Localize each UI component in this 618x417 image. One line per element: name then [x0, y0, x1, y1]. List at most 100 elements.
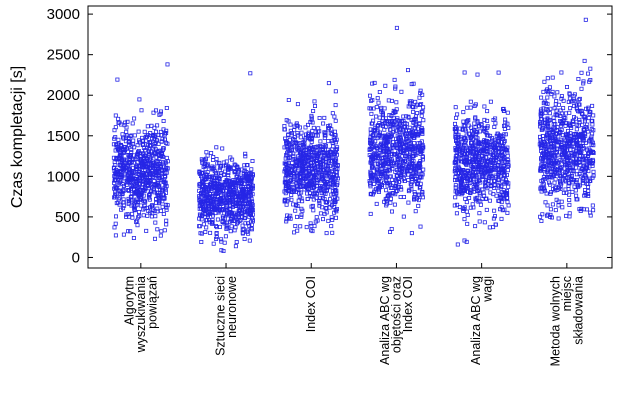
x-tick-label-line: wagi — [480, 276, 494, 303]
data-point-cat-6 — [567, 123, 572, 128]
data-point-cat-2 — [222, 216, 227, 221]
data-point-cat-5 — [483, 196, 488, 201]
data-point-cat-4 — [397, 145, 402, 150]
data-point-cat-2 — [225, 167, 230, 172]
data-point-cat-4 — [382, 106, 387, 111]
data-point-cat-6 — [570, 189, 575, 194]
data-point-cat-1 — [114, 177, 119, 182]
data-point-cat-2 — [202, 163, 207, 168]
data-point-cat-6 — [577, 147, 582, 152]
data-point-cat-3 — [302, 187, 307, 192]
data-point-cat-2 — [240, 210, 245, 215]
data-point-cat-2 — [238, 177, 243, 182]
data-point-cat-4 — [418, 149, 423, 154]
data-point-cat-6 — [553, 208, 558, 213]
data-point-cat-1 — [147, 178, 152, 183]
data-point-cat-6 — [590, 203, 595, 208]
data-point-cat-3 — [302, 137, 307, 142]
data-point-cat-4 — [415, 146, 420, 151]
data-point-cat-4 — [402, 172, 407, 177]
data-point-cat-2 — [233, 201, 238, 206]
data-point-cat-5 — [453, 105, 458, 110]
data-point-cat-1 — [127, 160, 132, 165]
data-point-cat-5 — [468, 191, 473, 196]
data-point-cat-1 — [129, 169, 134, 174]
data-point-cat-3 — [330, 159, 335, 164]
data-point-cat-1 — [117, 202, 122, 207]
data-point-cat-5 — [474, 184, 479, 189]
data-point-cat-1 — [155, 150, 160, 155]
data-point-cat-4 — [411, 154, 416, 159]
data-point-cat-3 — [294, 214, 299, 219]
data-point-cat-5 — [456, 177, 461, 182]
data-point-cat-3 — [318, 196, 323, 201]
data-point-cat-5 — [458, 157, 463, 162]
data-point-cat-5 — [462, 136, 467, 141]
data-point-cat-1 — [122, 183, 127, 188]
data-point-cat-4 — [371, 133, 376, 138]
data-point-cat-6 — [548, 207, 553, 212]
data-point-cat-6 — [572, 132, 577, 137]
data-point-cat-1 — [120, 192, 125, 197]
data-point-cat-6 — [556, 216, 561, 221]
data-point-cat-2 — [214, 236, 219, 241]
data-point-cat-3 — [312, 99, 317, 104]
data-point-cat-5 — [465, 105, 470, 110]
data-point-cat-2 — [243, 154, 248, 159]
data-point-cat-4 — [393, 192, 398, 197]
data-point-cat-4 — [411, 109, 416, 114]
data-point-cat-1 — [165, 166, 170, 171]
data-point-cat-3 — [333, 118, 338, 123]
data-point-cat-5 — [488, 190, 493, 195]
data-point-cat-4 — [370, 192, 375, 197]
data-point-cat-1 — [160, 187, 165, 192]
data-point-cat-4 — [417, 95, 422, 100]
data-point-cat-2 — [219, 183, 224, 188]
data-point-cat-6 — [564, 179, 569, 184]
data-point-cat-4 — [394, 179, 399, 184]
data-point-cat-2 — [242, 199, 247, 204]
data-point-cat-3 — [303, 125, 308, 130]
data-point-cat-5 — [488, 168, 493, 173]
data-point-cat-6 — [539, 142, 544, 147]
data-point-cat-4 — [367, 93, 372, 98]
data-point-cat-2 — [206, 211, 211, 216]
data-point-cat-3 — [332, 114, 337, 119]
data-point-cat-6 — [588, 66, 593, 71]
data-point-cat-4 — [402, 124, 407, 129]
data-point-cat-3 — [289, 133, 294, 138]
data-point-cat-1 — [152, 125, 157, 130]
data-point-cat-6 — [552, 119, 557, 124]
data-point-cat-4 — [377, 133, 382, 138]
data-point-cat-3 — [306, 162, 311, 167]
data-point-cat-5 — [454, 129, 459, 134]
data-point-cat-4 — [398, 194, 403, 199]
data-point-cat-5 — [494, 193, 499, 198]
data-point-cat-4 — [406, 165, 411, 170]
data-point-cat-4 — [377, 90, 382, 95]
data-point-cat-4 — [413, 104, 418, 109]
data-point-cat-3 — [286, 142, 291, 147]
data-point-cat-3 — [289, 197, 294, 202]
data-point-cat-6 — [586, 151, 591, 156]
data-point-cat-4 — [384, 120, 389, 125]
data-point-cat-5 — [454, 211, 459, 216]
data-point-cat-6 — [545, 76, 550, 81]
data-point-cat-4 — [380, 121, 385, 126]
data-point-cat-4 — [377, 115, 382, 120]
data-point-cat-4 — [379, 174, 384, 179]
data-point-cat-4 — [369, 154, 374, 159]
data-point-cat-1 — [113, 233, 118, 238]
data-point-cat-4 — [392, 202, 397, 207]
data-point-cat-4 — [389, 209, 394, 214]
data-point-cat-1 — [153, 169, 158, 174]
data-point-cat-6 — [589, 134, 594, 139]
data-point-cat-1 — [152, 142, 157, 147]
data-point-cat-4 — [383, 172, 388, 177]
data-point-cat-6 — [552, 94, 557, 99]
data-point-cat-3 — [327, 154, 332, 159]
data-point-cat-3 — [296, 187, 301, 192]
data-point-cat-6 — [569, 168, 574, 173]
data-point-cat-5 — [503, 120, 508, 125]
data-point-cat-6 — [567, 197, 572, 202]
